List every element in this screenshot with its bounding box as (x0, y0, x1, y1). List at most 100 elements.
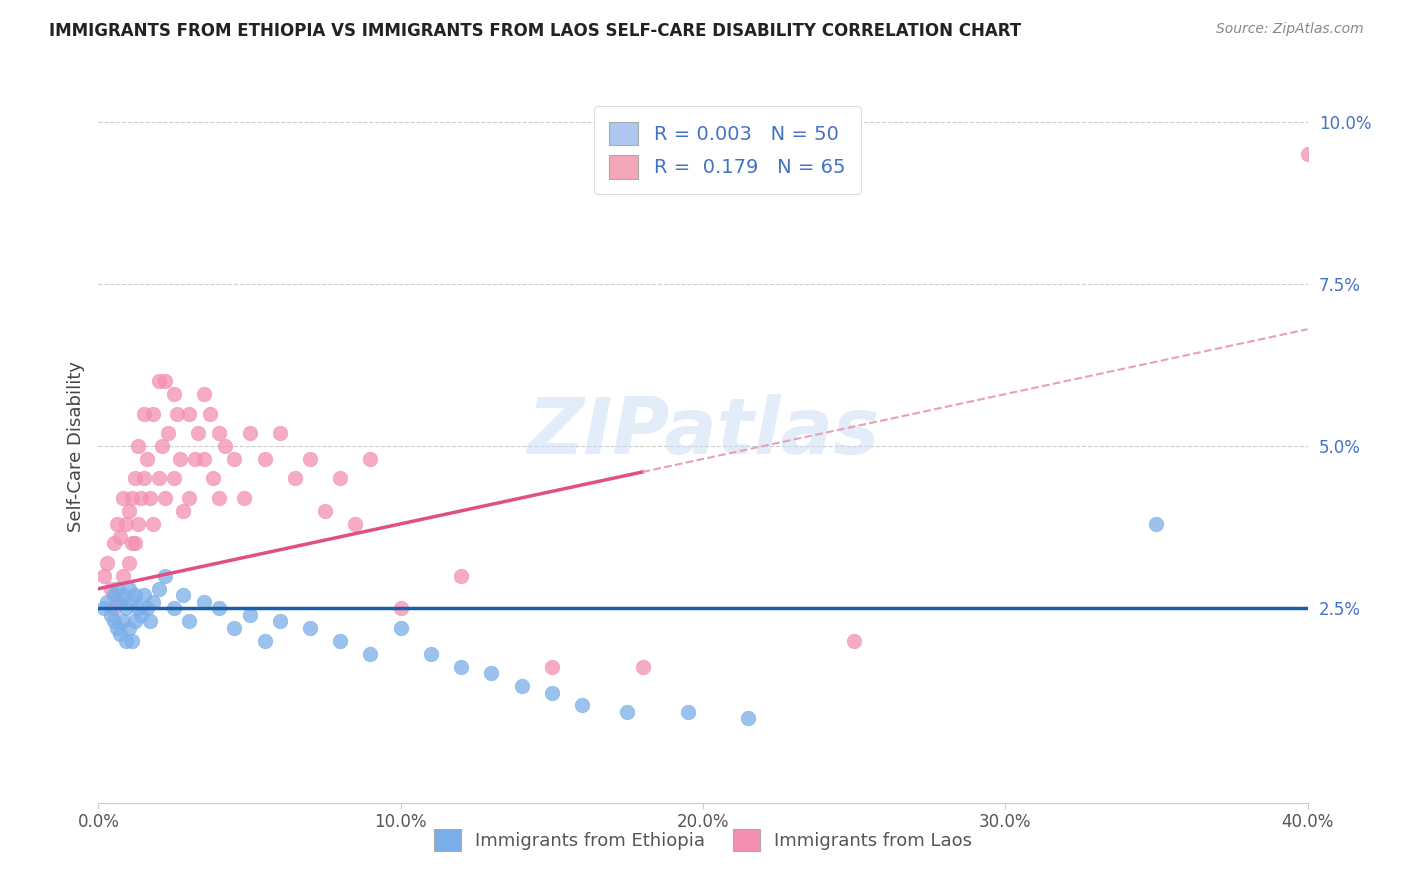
Point (163, 601, 186, 615)
Point (105, 621, 128, 635)
Point (571, 698, 593, 713)
Point (737, 711, 759, 725)
Point (103, 536, 125, 550)
Point (114, 601, 136, 615)
Point (127, 601, 149, 615)
Point (156, 425, 179, 440)
Point (153, 568, 176, 582)
Point (214, 439, 236, 453)
Point (844, 633, 866, 648)
Point (93, 601, 115, 615)
Point (389, 601, 412, 615)
Point (121, 633, 143, 648)
Point (187, 425, 209, 440)
Point (163, 387, 186, 401)
Point (139, 614, 162, 628)
Point (224, 621, 246, 635)
Point (118, 582, 141, 596)
Point (329, 471, 352, 485)
Point (172, 588, 194, 602)
Point (103, 614, 125, 628)
Point (184, 452, 207, 467)
Point (224, 452, 246, 467)
Point (111, 614, 134, 628)
Point (100, 607, 122, 622)
Point (1144, 516, 1167, 531)
Point (208, 491, 231, 505)
Point (139, 491, 162, 505)
Point (239, 607, 262, 622)
Point (103, 601, 125, 615)
Point (344, 516, 367, 531)
Text: ZIPatlas: ZIPatlas (527, 393, 879, 470)
Point (127, 439, 149, 453)
Point (124, 536, 146, 550)
Point (124, 471, 146, 485)
Point (179, 407, 201, 421)
Point (179, 614, 201, 628)
Point (96, 595, 118, 609)
Point (299, 621, 322, 635)
Point (105, 595, 128, 609)
Point (108, 595, 131, 609)
Point (193, 595, 215, 609)
Point (111, 491, 134, 505)
Point (166, 407, 188, 421)
Point (450, 568, 472, 582)
Point (127, 516, 149, 531)
Text: Source: ZipAtlas.com: Source: ZipAtlas.com (1216, 22, 1364, 37)
Point (193, 452, 215, 467)
Point (329, 633, 352, 648)
Point (253, 633, 276, 648)
Point (121, 595, 143, 609)
Point (200, 407, 222, 421)
Point (481, 666, 503, 681)
Point (108, 530, 131, 544)
Point (540, 659, 562, 673)
Point (202, 471, 225, 485)
Point (105, 516, 128, 531)
Point (299, 452, 322, 467)
Point (150, 439, 173, 453)
Point (208, 601, 231, 615)
Point (420, 647, 443, 661)
Point (111, 568, 134, 582)
Point (269, 425, 291, 440)
Point (631, 659, 654, 673)
Point (132, 407, 155, 421)
Point (193, 387, 215, 401)
Point (108, 627, 131, 641)
Point (169, 452, 191, 467)
Point (163, 471, 186, 485)
Point (114, 633, 136, 648)
Point (360, 452, 382, 467)
Point (239, 425, 262, 440)
Point (121, 491, 143, 505)
Point (132, 471, 155, 485)
Point (450, 659, 472, 673)
Point (360, 647, 382, 661)
Point (148, 471, 170, 485)
Point (103, 588, 125, 602)
Point (142, 516, 165, 531)
Point (135, 452, 157, 467)
Point (148, 582, 170, 596)
Point (179, 491, 201, 505)
Point (124, 588, 146, 602)
Point (389, 621, 412, 635)
Point (253, 452, 276, 467)
Point (132, 588, 155, 602)
Point (148, 374, 170, 388)
Legend: Immigrants from Ethiopia, Immigrants from Laos: Immigrants from Ethiopia, Immigrants fro… (426, 822, 980, 858)
Point (129, 607, 152, 622)
Point (129, 491, 152, 505)
Point (232, 491, 254, 505)
Point (540, 685, 562, 699)
Point (142, 595, 165, 609)
Point (142, 407, 165, 421)
Point (616, 705, 638, 719)
Point (135, 601, 157, 615)
Point (1296, 147, 1319, 161)
Point (124, 614, 146, 628)
Point (93, 568, 115, 582)
